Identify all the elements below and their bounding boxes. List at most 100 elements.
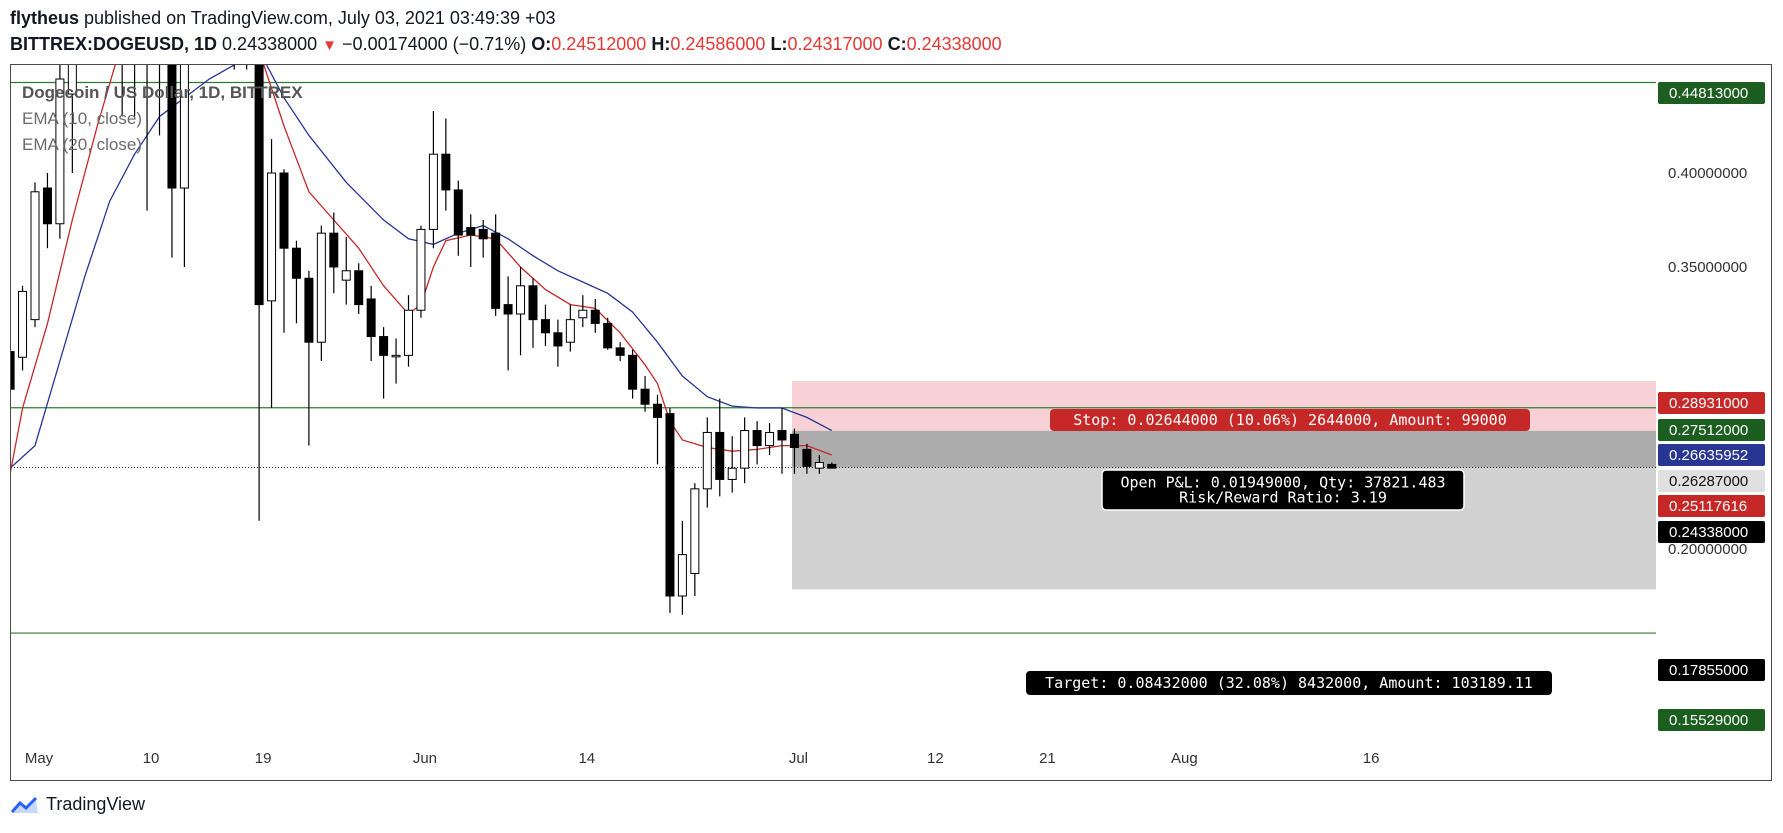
candle-body[interactable] [528,285,538,321]
candle-body[interactable] [640,388,650,405]
candle-body[interactable] [453,189,463,236]
candle-body[interactable] [42,187,52,225]
stop-box[interactable] [1050,409,1530,431]
candle-body[interactable] [503,304,513,315]
candle-body[interactable] [765,431,775,447]
candle-body[interactable] [366,298,376,338]
published-text: published on TradingView.com, July 03, 2… [79,8,556,28]
high-value: 0.24586000 [670,34,766,54]
candle-body[interactable] [416,228,426,311]
candle-body[interactable] [603,322,613,349]
ema10-line[interactable] [10,32,833,474]
candle-body[interactable] [55,78,65,225]
candle-body[interactable] [702,431,712,490]
candle-body[interactable] [827,463,837,469]
candle-body[interactable] [665,413,675,597]
price-change: −0.00174000 (−0.71%) [342,34,527,54]
price-tag [1658,82,1765,104]
candle-body[interactable] [478,228,488,240]
candle-body[interactable] [565,319,575,343]
tradingview-logo-icon [10,796,38,813]
author-name[interactable]: flytheus [10,8,80,28]
legend-ema20: EMA (20, close) [22,135,142,154]
candle-body[interactable] [243,38,251,49]
pnl-box[interactable] [1101,469,1465,511]
candle-body[interactable] [279,172,289,249]
candle-body[interactable] [118,32,126,56]
footer-brand[interactable]: TradingView [10,794,145,815]
publish-line: flytheus published on TradingView.com, J… [10,6,1770,30]
price-tag [1658,470,1765,492]
brand-name: TradingView [46,794,146,814]
candle-body[interactable] [6,351,15,390]
candle-body[interactable] [615,347,625,356]
candle-body[interactable] [254,49,264,306]
candle-body[interactable] [329,232,339,268]
candle-body[interactable] [466,227,476,236]
price-tag [1658,444,1765,466]
candle-body[interactable] [404,309,413,356]
candle-body[interactable] [18,290,28,358]
x-tick-label: Jul [789,750,808,767]
candle-body[interactable] [491,232,501,309]
down-arrow-icon: ▼ [322,37,338,54]
candle-body[interactable] [752,430,762,447]
price-tag-label: 0.15529000 [1669,712,1748,729]
candle-body[interactable] [777,430,787,441]
candle-body[interactable] [131,38,139,51]
last-price: 0.24338000 [222,34,318,54]
x-tick-label: May [25,750,54,767]
candle-body[interactable] [653,403,662,418]
candle-body[interactable] [540,319,550,334]
candle-body[interactable] [341,270,351,281]
candle-body[interactable] [143,41,151,45]
candle-body[interactable] [391,354,401,358]
candle-body[interactable] [814,462,824,469]
candle-body[interactable] [316,232,326,343]
legend-ema10: EMA (10, close) [22,109,142,128]
candle-body[interactable] [379,336,389,356]
candle-body[interactable] [267,172,277,302]
price-tag-label: 0.28931000 [1669,395,1748,412]
candle-body[interactable] [441,153,451,191]
target-box[interactable] [1026,671,1552,695]
candle-body[interactable] [291,247,301,279]
candle-body[interactable] [156,34,164,42]
candle-body[interactable] [428,153,438,230]
candle-body[interactable] [628,354,638,390]
chart-legend: Dogecoin / US Dollar, 1D, BITTREX EMA (1… [22,80,303,158]
target-label: Target: 0.08432000 (32.08%) 8432000, Amo… [1045,674,1533,692]
candle-body[interactable] [553,332,563,347]
close-label: C: [887,34,907,54]
x-tick-label: 14 [578,750,595,767]
candle-body[interactable] [802,448,812,467]
candle-body[interactable] [789,433,799,448]
candle-body[interactable] [167,34,177,189]
candle-body[interactable] [354,270,364,306]
candle-body[interactable] [516,285,526,315]
candle-body[interactable] [179,51,189,189]
candle-body[interactable] [590,309,600,324]
x-tick-label: 16 [1363,750,1380,767]
header: flytheus published on TradingView.com, J… [10,6,1770,58]
candle-body[interactable] [740,430,750,469]
candle-body[interactable] [230,38,238,42]
legend-title: Dogecoin / US Dollar, 1D, BITTREX [22,83,303,102]
candle-body[interactable] [304,277,314,343]
x-tick-label: 21 [1039,750,1056,767]
x-tick-label: Jun [413,750,437,767]
price-tag-label: 0.26287000 [1669,473,1748,490]
candle-body[interactable] [715,431,725,480]
candle-body[interactable] [690,488,700,574]
open-value: 0.24512000 [551,34,647,54]
candle-body[interactable] [67,41,77,95]
candle-body[interactable] [578,309,588,319]
candle-body[interactable] [677,554,687,597]
candle-body[interactable] [30,191,40,321]
close-value: 0.24338000 [906,34,1002,54]
symbol: BITTREX:DOGEUSD, 1D [10,34,218,54]
candle-body[interactable] [727,467,737,480]
x-tick-label: Aug [1171,750,1198,767]
open-pnl-zone [792,430,1656,468]
